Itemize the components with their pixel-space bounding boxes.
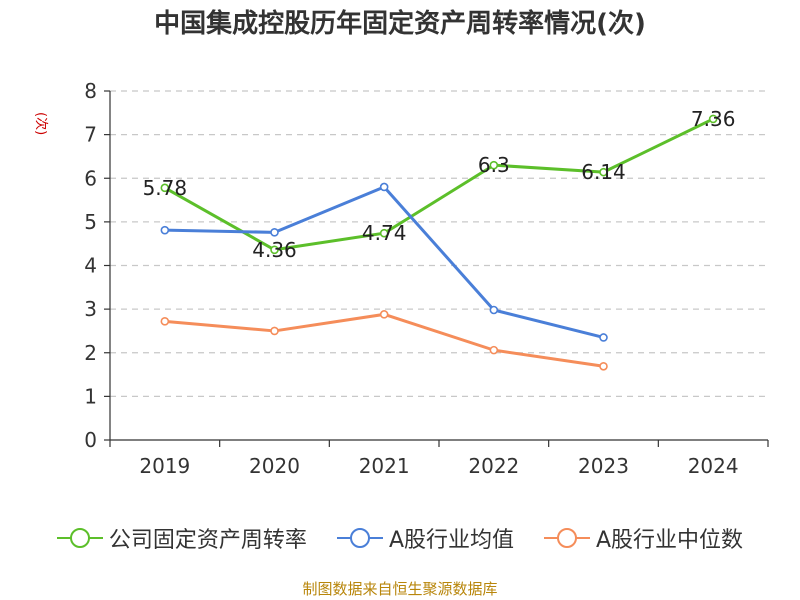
data-point[interactable] — [599, 333, 608, 342]
data-point[interactable] — [599, 361, 608, 371]
x-tick-label: 2024 — [688, 454, 739, 478]
legend-item-company[interactable]: 公司固定资产周转率 — [56, 522, 307, 554]
data-label: 4.36 — [252, 238, 297, 262]
data-label: 6.14 — [581, 160, 626, 184]
y-tick-label: 4 — [84, 254, 97, 278]
data-point[interactable] — [270, 228, 279, 237]
x-tick-label: 2023 — [578, 454, 629, 478]
y-tick-label: 6 — [84, 166, 97, 190]
legend-label-industry-mean: A股行业均值 — [388, 528, 514, 553]
data-point[interactable] — [270, 326, 279, 336]
legend-marker-industry-median — [544, 528, 590, 548]
data-point[interactable] — [489, 305, 499, 315]
data-labels: 5.78 4.36 4.74 6.3 6.14 7.36 — [143, 107, 736, 262]
data-point[interactable] — [270, 245, 279, 255]
data-point[interactable] — [379, 310, 389, 319]
y-tick-label: 0 — [84, 428, 97, 452]
y-tick-label: 3 — [84, 297, 97, 321]
y-tick-label: 2 — [84, 341, 97, 365]
y-tick-label: 7 — [84, 123, 97, 147]
data-point[interactable] — [379, 182, 389, 192]
y-tick-label: 5 — [84, 210, 97, 234]
axes: 0 1 2 3 4 5 6 7 8 2019 2020 2021 2022 2023 2024 — [84, 79, 769, 478]
data-label: 5.78 — [143, 176, 188, 200]
x-tick-label: 2021 — [359, 454, 410, 478]
line-chart: 0 1 2 3 4 5 6 7 8 2019 2020 2021 2022 2023 2024 5.78 4.… — [84, 79, 769, 478]
data-source-note: 制图数据来自恒生聚源数据库 — [302, 580, 498, 598]
series-lines — [160, 114, 718, 371]
data-point[interactable] — [160, 317, 170, 326]
data-label: 6.3 — [478, 153, 510, 177]
data-point[interactable] — [599, 167, 608, 177]
legend-label-industry-median: A股行业中位数 — [596, 528, 744, 553]
x-tick-label: 2022 — [468, 454, 519, 478]
x-tick-label: 2020 — [249, 454, 300, 478]
legend-item-industry-median[interactable]: A股行业中位数 — [544, 522, 743, 554]
data-point[interactable] — [379, 228, 389, 238]
y-tick-label: 1 — [84, 384, 97, 408]
data-point[interactable] — [708, 114, 718, 124]
data-point[interactable] — [489, 345, 499, 355]
data-label: 4.74 — [362, 221, 407, 245]
x-tick-label: 2019 — [139, 454, 190, 478]
y-tick-label: 8 — [84, 79, 97, 103]
legend-marker-company — [56, 528, 103, 548]
legend-label-company: 公司固定资产周转率 — [108, 528, 307, 553]
legend-item-industry-mean[interactable]: A股行业均值 — [336, 522, 514, 554]
series-line-0 — [164, 117, 714, 252]
legend-marker-industry-mean — [336, 528, 383, 548]
chart-title: 中国集成控股历年固定资产周转率情况(次) — [154, 9, 646, 39]
data-point[interactable] — [489, 160, 499, 170]
legend: 公司固定资产周转率 A股行业均值 A股行业中位数 — [0, 518, 800, 558]
grid-lines — [110, 90, 768, 397]
data-point[interactable] — [160, 225, 170, 235]
data-label: 7.36 — [691, 107, 736, 131]
data-point[interactable] — [160, 183, 170, 193]
